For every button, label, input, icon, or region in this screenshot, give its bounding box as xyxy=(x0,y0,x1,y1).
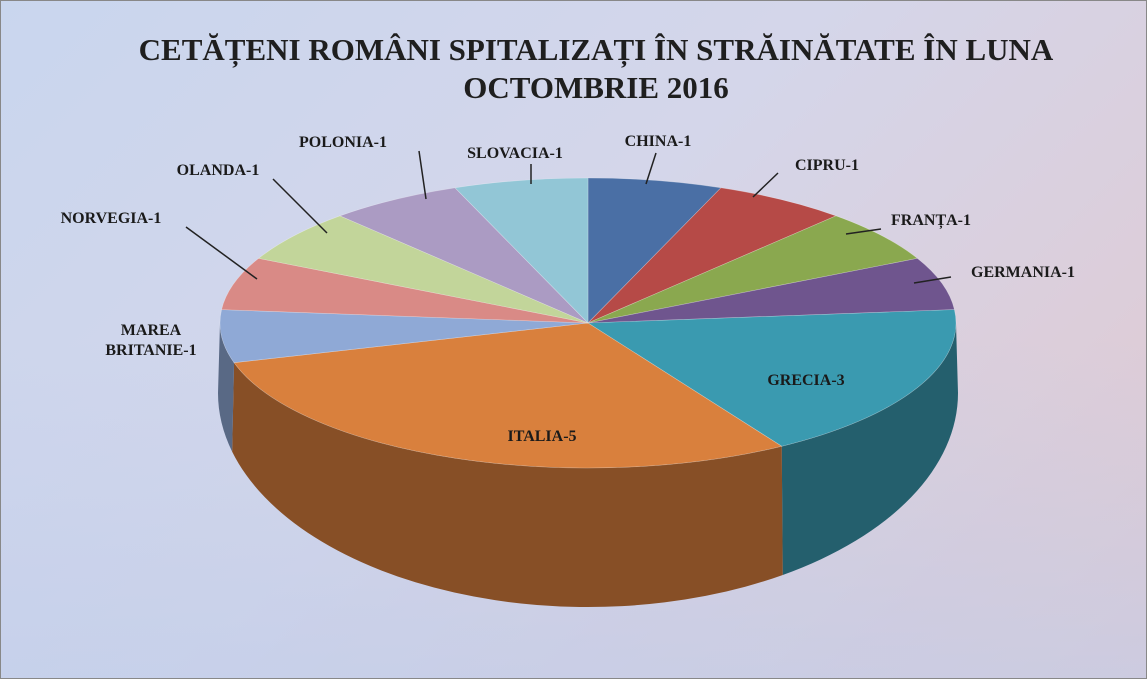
slice xyxy=(221,258,589,324)
data-label: GRECIA-3 xyxy=(767,372,845,389)
data-label: OLANDA-1 xyxy=(176,162,260,179)
chart-title: CETĂȚENI ROMÂNI SPITALIZAȚI ÎN STRĂINĂTA… xyxy=(138,32,1054,105)
slice-side xyxy=(218,323,235,452)
data-label: MAREA BRITANIE-1 xyxy=(105,322,197,359)
leader-line xyxy=(845,228,882,235)
slice xyxy=(233,322,783,469)
slice xyxy=(587,177,722,324)
leader-line xyxy=(752,172,779,198)
slice xyxy=(257,215,589,324)
slice xyxy=(587,309,957,447)
leader-line xyxy=(418,150,427,200)
slice-side xyxy=(232,362,783,607)
leader-line xyxy=(645,152,657,185)
data-label: NORVEGIA-1 xyxy=(60,210,162,227)
data-label: CIPRU-1 xyxy=(795,157,859,174)
data-label: ITALIA-5 xyxy=(507,428,577,445)
data-label: GERMANIA-1 xyxy=(971,264,1075,281)
data-label: FRANȚA-1 xyxy=(891,212,971,229)
slice xyxy=(587,258,955,324)
slice xyxy=(339,187,589,324)
slice-side xyxy=(781,323,958,575)
data-label: POLONIA-1 xyxy=(299,134,387,151)
slice xyxy=(587,187,837,324)
leader-line xyxy=(272,178,328,234)
leader-line xyxy=(913,276,952,284)
slice xyxy=(587,215,919,324)
slice xyxy=(454,177,589,324)
leader-line xyxy=(185,226,258,280)
data-label: CHINA-1 xyxy=(624,133,692,150)
data-label: SLOVACIA-1 xyxy=(467,145,563,162)
slice xyxy=(219,309,589,363)
